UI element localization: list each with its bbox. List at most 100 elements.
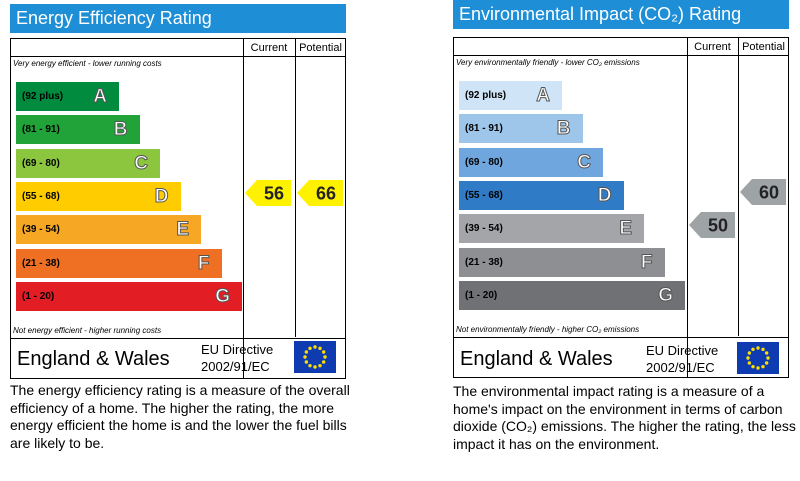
band-letter: C xyxy=(577,151,592,173)
band-range-label: (21 - 38) xyxy=(22,257,60,269)
rating-band-c: (69 - 80) C xyxy=(16,148,160,178)
eu-star xyxy=(746,356,750,360)
rating-band-g: (1 - 20) G xyxy=(459,280,685,310)
band-range-label: (81 - 91) xyxy=(465,123,503,135)
directive-line-1: EU Directive xyxy=(646,343,719,358)
header-divider xyxy=(454,55,788,56)
eu-star xyxy=(313,365,317,369)
rating-band-e: (39 - 54) E xyxy=(459,214,644,244)
bottom-caption: Not energy efficient - higher running co… xyxy=(13,326,162,335)
band-letter: E xyxy=(176,219,190,241)
region-label: England & Wales xyxy=(17,348,170,370)
eu-star xyxy=(756,346,760,350)
potential-rating-arrow: 60 xyxy=(740,178,786,205)
directive-line-2: 2002/91/EC xyxy=(201,359,270,374)
footer-divider xyxy=(11,338,345,339)
eu-star xyxy=(303,355,307,359)
eu-star xyxy=(308,346,312,351)
potential-rating-value: 60 xyxy=(759,182,779,202)
band-letter: D xyxy=(154,185,169,207)
band-letter: F xyxy=(640,251,653,273)
band-range-label: (21 - 38) xyxy=(465,256,503,268)
potential-rating-value: 66 xyxy=(316,183,336,203)
rating-band-a: (92 plus) A xyxy=(459,81,562,110)
band-letter: B xyxy=(113,119,128,141)
band-range-label: (92 plus) xyxy=(22,91,64,102)
band-range-label: (55 - 68) xyxy=(465,189,503,201)
eu-star xyxy=(756,366,760,370)
region-label: England & Wales xyxy=(460,348,613,370)
eu-star xyxy=(313,345,317,349)
potential-column-header: Potential xyxy=(742,41,785,53)
band-letter: C xyxy=(134,152,149,174)
rating-band-e: (39 - 54) E xyxy=(16,215,201,245)
rating-band-c: (69 - 80) C xyxy=(459,147,603,177)
column-divider xyxy=(243,39,244,378)
directive-line-1: EU Directive xyxy=(201,342,274,357)
eu-stars xyxy=(746,346,770,370)
eu-flag-icon xyxy=(294,341,336,373)
band-range-label: (92 plus) xyxy=(465,90,507,101)
band-letter: G xyxy=(215,285,231,307)
eu-star xyxy=(751,364,755,369)
column-divider xyxy=(687,38,688,377)
eu-star xyxy=(304,360,309,364)
rating-band-f: (21 - 38) F xyxy=(16,248,222,278)
rating-frame: Current Potential Very energy efficient … xyxy=(10,38,346,379)
potential-rating-arrow: 66 xyxy=(297,179,343,206)
band-range-label: (81 - 91) xyxy=(22,124,60,136)
current-rating-arrow: 56 xyxy=(245,179,291,206)
eu-star xyxy=(747,361,752,365)
band-range-label: (69 - 80) xyxy=(465,156,503,168)
eu-star xyxy=(764,361,769,365)
eu-star xyxy=(764,351,769,355)
band-range-label: (69 - 80) xyxy=(22,157,60,169)
eu-flag-icon xyxy=(737,342,779,374)
top-caption: Very energy efficient - lower running co… xyxy=(13,59,162,68)
column-divider xyxy=(295,39,296,337)
potential-rating-marker xyxy=(740,178,786,205)
current-rating-marker xyxy=(245,179,291,206)
eu-star xyxy=(747,351,752,355)
rating-band-b: (81 - 91) B xyxy=(16,115,140,145)
rating-band-a: (92 plus) A xyxy=(16,82,119,111)
eu-star xyxy=(766,356,770,360)
rating-band-d: (55 - 68) D xyxy=(459,180,624,210)
current-rating-marker xyxy=(689,212,735,239)
top-caption: Very environmentally friendly - lower CO… xyxy=(456,58,640,67)
band-range-label: (1 - 20) xyxy=(465,289,498,301)
eu-star xyxy=(304,350,309,354)
rating-frame: Current Potential Very environmentally f… xyxy=(453,37,789,378)
eu-star xyxy=(308,363,312,368)
band-letter: E xyxy=(619,218,633,240)
potential-column-header: Potential xyxy=(299,42,342,54)
band-range-label: (1 - 20) xyxy=(22,290,55,302)
band-range-label: (39 - 54) xyxy=(22,224,60,236)
band-letter: F xyxy=(197,252,210,274)
eu-star xyxy=(761,364,765,369)
description: The environmental impact rating is a mea… xyxy=(453,383,796,452)
band-letter: B xyxy=(556,118,571,140)
energy-efficiency-panel: Energy Efficiency Rating Current Potenti… xyxy=(10,4,350,451)
eu-star xyxy=(321,350,326,354)
bottom-caption: Not environmentally friendly - higher CO… xyxy=(456,325,640,334)
band-letter: G xyxy=(658,284,674,306)
band-letter: D xyxy=(597,184,612,206)
chart-title: Environmental Impact (CO₂) Rating xyxy=(453,0,789,29)
current-column-header: Current xyxy=(250,42,288,54)
description: The energy efficiency rating is a measur… xyxy=(10,382,350,451)
band-range-label: (55 - 68) xyxy=(22,190,60,202)
eu-stars xyxy=(303,345,327,369)
eu-star xyxy=(761,347,765,352)
eu-star xyxy=(323,355,327,359)
eu-star xyxy=(318,346,322,351)
band-range-label: (39 - 54) xyxy=(465,223,503,235)
band-letter: A xyxy=(93,86,108,108)
footer-divider xyxy=(454,337,788,338)
column-divider xyxy=(738,38,739,336)
current-rating-value: 56 xyxy=(264,183,284,203)
rating-band-b: (81 - 91) B xyxy=(459,114,583,144)
current-column-header: Current xyxy=(694,41,731,53)
eu-star xyxy=(751,347,755,352)
eu-star xyxy=(318,363,322,368)
